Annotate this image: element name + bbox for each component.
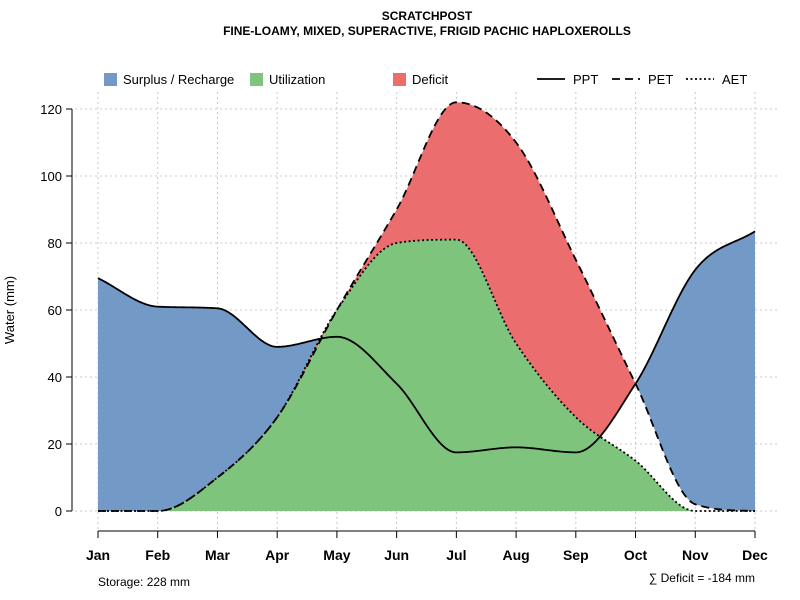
x-tick-label-jan: Jan	[86, 547, 110, 563]
legend-label-aet: AET	[722, 72, 747, 87]
y-tick-label: 0	[55, 504, 62, 519]
series-line-ppt	[97, 230, 756, 454]
x-tick-label-nov: Nov	[682, 547, 709, 563]
x-tick-label-feb: Feb	[145, 547, 170, 563]
utilization-area	[98, 239, 755, 511]
deficit-note: ∑ Deficit = -184 mm	[649, 571, 755, 585]
legend-swatch-2	[250, 73, 263, 86]
x-tick-label-jun: Jun	[384, 547, 409, 563]
y-tick-label: 100	[40, 169, 62, 184]
legend-swatch-3	[393, 73, 406, 86]
deficit-area	[98, 102, 755, 511]
x-tick-label-mar: Mar	[205, 547, 230, 563]
x-tick-label-may: May	[323, 547, 350, 563]
x-tick-label-aug: Aug	[502, 547, 529, 563]
legend-label-pet: PET	[648, 72, 673, 87]
x-tick-label-jul: Jul	[446, 547, 466, 563]
storage-note: Storage: 228 mm	[98, 575, 190, 589]
chart-subtitle: FINE-LOAMY, MIXED, SUPERACTIVE, FRIGID P…	[223, 24, 631, 38]
legend-swatch-1	[104, 73, 117, 86]
legend-label-ppt: PPT	[573, 72, 598, 87]
y-tick-label: 80	[48, 236, 62, 251]
legend-label-2: Utilization	[269, 72, 325, 87]
legend-label-1: Surplus / Recharge	[123, 72, 234, 87]
y-tick-label: 20	[48, 437, 62, 452]
surplus-area	[98, 102, 755, 511]
series-lines	[97, 101, 756, 512]
y-axis-label: Water (mm)	[2, 276, 17, 344]
series-line-aet	[98, 238, 755, 512]
legend-label-3: Deficit	[412, 72, 449, 87]
chart-title: SCRATCHPOST	[382, 9, 473, 23]
legend: Surplus / Recharge Utilization Deficit PPT P…	[104, 72, 747, 87]
axes: 0 20 40 60 80 100 120 Jan Feb Mar Apr May Jun Jul Aug S…	[40, 102, 768, 563]
x-tick-label-apr: Apr	[265, 547, 290, 563]
y-tick-label: 60	[48, 303, 62, 318]
x-tick-label-oct: Oct	[624, 547, 648, 563]
y-tick-label: 40	[48, 370, 62, 385]
series-line-pet	[98, 101, 756, 512]
area-fills	[98, 102, 755, 511]
x-tick-label-dec: Dec	[742, 547, 768, 563]
x-tick-label-sep: Sep	[563, 547, 589, 563]
y-tick-label: 120	[40, 102, 62, 117]
